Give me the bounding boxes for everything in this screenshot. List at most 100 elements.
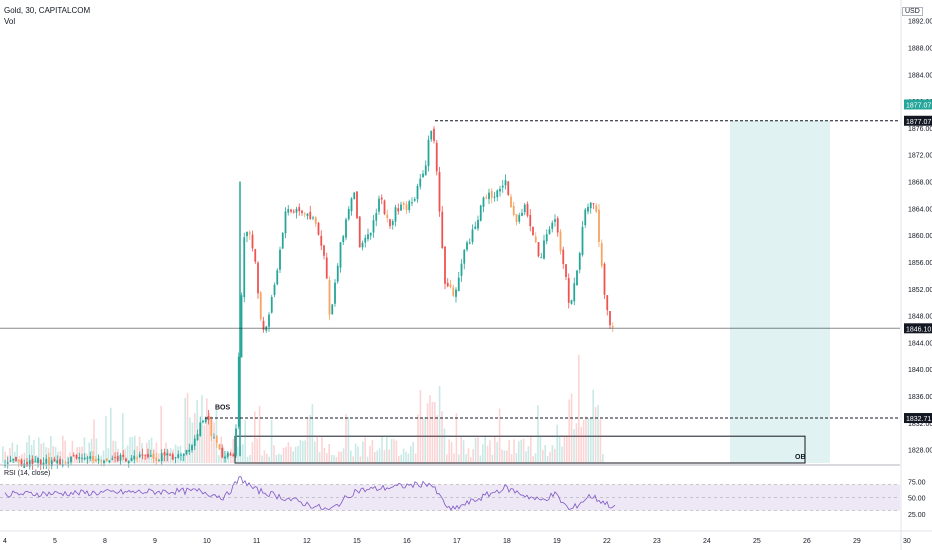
- candle-body: [298, 207, 301, 212]
- volume-bar: [258, 405, 261, 463]
- volume-bar: [122, 413, 124, 463]
- volume-bar: [93, 419, 95, 463]
- volume-bar: [347, 417, 350, 463]
- volume-bar: [170, 448, 172, 463]
- volume-bar: [167, 450, 170, 463]
- candle-body: [50, 460, 53, 467]
- candle-body: [537, 242, 540, 257]
- volume-bar: [40, 443, 42, 463]
- candle-body: [438, 172, 441, 212]
- volume-bar: [266, 453, 268, 463]
- volume-bar: [280, 454, 282, 463]
- candle-body: [224, 456, 226, 459]
- candle-body: [287, 209, 290, 213]
- candle-body: [59, 459, 61, 465]
- candle-body: [67, 462, 70, 464]
- candle-body: [452, 287, 455, 296]
- volume-bar: [530, 436, 532, 463]
- volume-bar: [237, 446, 239, 463]
- volume-bar: [462, 440, 465, 463]
- candle-body: [100, 460, 103, 462]
- volume-bar: [510, 454, 513, 463]
- candle-body: [108, 460, 111, 463]
- candle-body: [246, 231, 248, 237]
- time-tick-label: 25: [753, 538, 761, 545]
- candle-body: [279, 249, 281, 270]
- volume-bar: [52, 446, 54, 463]
- volume-bar: [165, 442, 167, 463]
- candle-body: [496, 190, 499, 198]
- volume-bar: [302, 440, 304, 463]
- volume-bar: [150, 437, 153, 463]
- candle-body: [331, 304, 334, 315]
- candle-body: [210, 419, 213, 437]
- volume-bar: [62, 435, 64, 463]
- rsi-tick-label: 75.00: [908, 479, 926, 486]
- volume-bar: [263, 450, 266, 463]
- candle-body: [70, 456, 72, 463]
- candle-body: [504, 180, 507, 186]
- volume-bar: [155, 442, 158, 463]
- currency-label[interactable]: USD: [902, 7, 923, 16]
- volume-bar: [494, 436, 496, 463]
- volume-bar: [88, 442, 90, 463]
- volume-bar: [242, 444, 244, 463]
- volume-bar: [393, 439, 395, 463]
- volume-bar: [244, 420, 246, 463]
- candle-body: [600, 243, 603, 266]
- volume-bar: [326, 453, 328, 463]
- candle-body: [394, 207, 397, 222]
- candle-body: [251, 234, 254, 249]
- time-tick-label: 10: [203, 538, 211, 545]
- candle-body: [435, 142, 438, 172]
- volume-bar: [354, 443, 357, 463]
- candle-body: [213, 437, 215, 439]
- candle-body: [576, 270, 578, 286]
- candle-body: [42, 462, 45, 465]
- volume-bar: [422, 418, 424, 463]
- volume-bar: [143, 455, 146, 463]
- ob-annotation: OB: [795, 454, 806, 461]
- candle-body: [400, 204, 402, 211]
- candle-body: [325, 257, 328, 279]
- candle-body: [369, 232, 372, 236]
- volume-bar: [174, 444, 177, 463]
- candle-body: [196, 434, 199, 441]
- volume-bar: [484, 436, 486, 463]
- volume-bar: [335, 456, 338, 463]
- volume-bar: [544, 445, 546, 463]
- volume-bar: [182, 455, 184, 463]
- candle-body: [345, 219, 347, 238]
- volume-bar: [201, 395, 203, 463]
- price-tick-label: 1888.00: [908, 46, 932, 53]
- time-tick-label: 18: [503, 538, 511, 545]
- volume-bar: [386, 435, 388, 463]
- volume-bar: [597, 404, 599, 463]
- volume-bar: [522, 438, 525, 463]
- time-tick-label: 22: [603, 538, 611, 545]
- candle-body: [559, 231, 562, 252]
- volume-bar: [398, 456, 400, 463]
- candle-body: [86, 457, 89, 459]
- volume-bar: [388, 449, 390, 463]
- volume-bar: [369, 445, 371, 463]
- volume-bar: [486, 445, 489, 463]
- candle-body: [53, 458, 56, 462]
- candle-body: [598, 209, 600, 242]
- volume-bar: [208, 412, 210, 463]
- candle-body: [446, 282, 449, 287]
- candle-body: [578, 253, 581, 270]
- candle-body: [567, 277, 570, 303]
- candle-body: [127, 461, 130, 463]
- candle-body: [171, 454, 174, 460]
- candle-body: [9, 460, 12, 462]
- volume-bar: [246, 456, 249, 463]
- candle-body: [413, 199, 416, 201]
- volume-bar: [234, 455, 237, 463]
- candle-body: [188, 449, 191, 452]
- candle-body: [512, 205, 515, 216]
- volume-bar: [357, 446, 359, 463]
- candle-body: [174, 457, 177, 459]
- volume-bar: [198, 428, 201, 463]
